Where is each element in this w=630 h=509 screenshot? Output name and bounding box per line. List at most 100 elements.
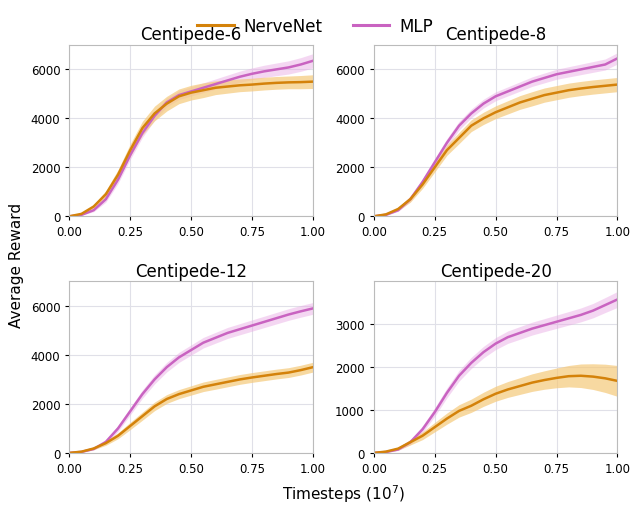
NerveNet bbox=[370, 214, 377, 220]
NerveNet bbox=[541, 377, 548, 383]
NerveNet bbox=[248, 82, 256, 89]
NerveNet bbox=[394, 446, 402, 452]
NerveNet bbox=[285, 80, 292, 86]
MLP bbox=[260, 319, 268, 325]
NerveNet bbox=[260, 373, 268, 379]
MLP bbox=[443, 140, 450, 147]
NerveNet bbox=[139, 126, 146, 132]
NerveNet bbox=[114, 433, 122, 439]
MLP bbox=[139, 131, 146, 137]
NerveNet bbox=[602, 376, 609, 382]
NerveNet bbox=[102, 440, 110, 446]
NerveNet bbox=[589, 85, 597, 91]
NerveNet bbox=[614, 82, 621, 89]
NerveNet bbox=[443, 416, 450, 422]
MLP bbox=[504, 334, 512, 341]
MLP bbox=[589, 65, 597, 71]
MLP bbox=[114, 426, 122, 432]
Text: Average Reward: Average Reward bbox=[9, 202, 25, 327]
MLP bbox=[565, 70, 573, 76]
MLP bbox=[163, 100, 171, 106]
MLP bbox=[541, 323, 548, 329]
NerveNet bbox=[236, 83, 244, 89]
NerveNet bbox=[431, 165, 438, 171]
Legend: NerveNet, MLP: NerveNet, MLP bbox=[190, 11, 440, 42]
NerveNet bbox=[224, 379, 231, 385]
NerveNet bbox=[455, 135, 463, 142]
NerveNet bbox=[151, 404, 158, 410]
NerveNet bbox=[114, 173, 122, 179]
NerveNet bbox=[66, 214, 73, 220]
Title: Centipede-12: Centipede-12 bbox=[135, 263, 247, 280]
MLP bbox=[77, 449, 85, 455]
NerveNet bbox=[455, 408, 463, 414]
NerveNet bbox=[504, 105, 512, 111]
MLP bbox=[516, 84, 524, 91]
MLP bbox=[175, 355, 183, 361]
Title: Centipede-8: Centipede-8 bbox=[445, 26, 546, 44]
Title: Centipede-20: Centipede-20 bbox=[440, 263, 551, 280]
MLP bbox=[66, 214, 73, 220]
MLP bbox=[102, 197, 110, 203]
NerveNet bbox=[602, 83, 609, 90]
NerveNet bbox=[66, 450, 73, 456]
MLP bbox=[151, 377, 158, 383]
MLP bbox=[479, 101, 487, 107]
NerveNet bbox=[309, 364, 317, 371]
Line: NerveNet: NerveNet bbox=[374, 376, 617, 453]
NerveNet bbox=[492, 391, 500, 397]
NerveNet bbox=[309, 79, 317, 86]
NerveNet bbox=[394, 207, 402, 213]
MLP bbox=[382, 212, 390, 218]
NerveNet bbox=[163, 396, 171, 402]
MLP bbox=[236, 74, 244, 80]
NerveNet bbox=[175, 94, 183, 100]
MLP bbox=[394, 208, 402, 214]
MLP bbox=[212, 335, 219, 341]
NerveNet bbox=[406, 439, 414, 445]
NerveNet bbox=[614, 378, 621, 384]
NerveNet bbox=[163, 101, 171, 107]
NerveNet bbox=[479, 397, 487, 403]
MLP bbox=[66, 450, 73, 456]
MLP bbox=[553, 319, 560, 325]
MLP bbox=[541, 76, 548, 82]
NerveNet bbox=[175, 391, 183, 398]
MLP bbox=[394, 446, 402, 453]
MLP bbox=[285, 65, 292, 71]
NerveNet bbox=[382, 448, 390, 455]
NerveNet bbox=[77, 211, 85, 217]
MLP bbox=[419, 427, 427, 433]
NerveNet bbox=[212, 382, 219, 388]
NerveNet bbox=[102, 192, 110, 198]
NerveNet bbox=[90, 445, 98, 451]
NerveNet bbox=[406, 197, 414, 203]
MLP bbox=[614, 297, 621, 303]
MLP bbox=[602, 62, 609, 68]
Text: Timesteps ($10^7$): Timesteps ($10^7$) bbox=[282, 482, 405, 504]
MLP bbox=[90, 208, 98, 214]
NerveNet bbox=[553, 375, 560, 381]
MLP bbox=[200, 86, 207, 92]
NerveNet bbox=[200, 384, 207, 390]
MLP bbox=[175, 93, 183, 99]
NerveNet bbox=[139, 413, 146, 419]
NerveNet bbox=[529, 380, 536, 386]
MLP bbox=[431, 409, 438, 415]
NerveNet bbox=[382, 212, 390, 218]
NerveNet bbox=[127, 148, 134, 154]
MLP bbox=[187, 347, 195, 353]
NerveNet bbox=[260, 81, 268, 88]
MLP bbox=[151, 114, 158, 120]
NerveNet bbox=[224, 84, 231, 91]
MLP bbox=[467, 111, 475, 117]
Line: NerveNet: NerveNet bbox=[69, 82, 313, 217]
NerveNet bbox=[467, 403, 475, 409]
NerveNet bbox=[577, 373, 585, 379]
NerveNet bbox=[553, 91, 560, 97]
MLP bbox=[297, 62, 304, 68]
MLP bbox=[419, 180, 427, 186]
MLP bbox=[455, 123, 463, 129]
NerveNet bbox=[504, 387, 512, 393]
Line: MLP: MLP bbox=[374, 59, 617, 217]
